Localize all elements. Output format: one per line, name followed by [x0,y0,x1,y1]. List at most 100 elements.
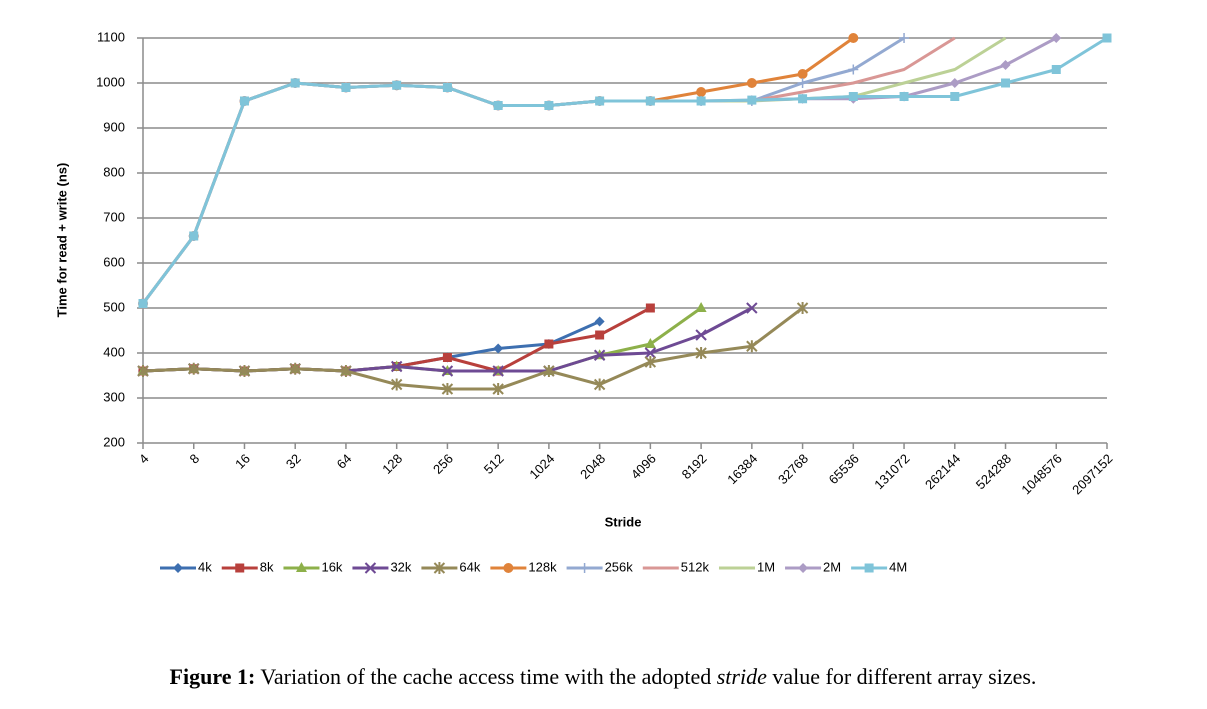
legend-label: 2M [823,559,841,574]
marker [290,78,300,88]
marker [695,329,707,341]
legend-label: 128k [528,559,557,574]
legend-label: 32k [390,559,411,574]
marker [695,347,707,359]
marker [1051,33,1062,43]
series-line [142,320,601,373]
y-tick-label: 1000 [96,74,125,89]
x-tick-label: 8 [187,451,203,467]
x-tick-label: 32768 [775,451,811,487]
legend-item: 256k [566,559,634,574]
x-tick-label: 32 [283,451,304,472]
marker [796,302,809,314]
marker [797,78,808,88]
x-tick-label: 16 [232,451,253,472]
x-tick-label: 65536 [826,451,862,487]
marker [238,365,251,377]
legend-label: 64k [459,559,480,574]
marker [848,33,859,43]
x-axis-title: Stride [605,514,642,529]
legend-label: 256k [605,559,634,574]
y-axis-title: Time for read + write (ns) [54,163,69,318]
marker [747,95,757,105]
marker [949,78,960,88]
marker [848,64,859,75]
marker [392,80,402,90]
marker [798,563,809,573]
legend-label: 512k [681,559,710,574]
marker [864,563,874,573]
marker [899,33,910,43]
marker [746,78,757,88]
legend-item: 64k [421,559,481,574]
legend-item: 512k [642,559,710,574]
marker [798,94,808,104]
legend-item: 32k [352,559,412,574]
x-tick-label: 512 [481,451,507,477]
caption-text: stride [717,664,767,689]
x-tick-label: 16384 [724,451,760,487]
marker [493,343,504,354]
legend-item: 8k [221,559,274,574]
legend-label: 4M [889,559,907,574]
marker [188,362,200,375]
legend-label: 16k [321,559,342,574]
marker [340,365,352,377]
legend-label: 4k [198,559,212,574]
marker [295,562,307,572]
marker [746,340,758,353]
marker [594,316,605,327]
y-tick-label: 400 [103,344,125,359]
marker [189,231,199,241]
marker [364,562,377,574]
marker [173,563,183,573]
marker [644,338,656,348]
caption-text: value for different array sizes. [767,664,1037,689]
legend-item: 4M [851,559,907,574]
marker [543,365,555,377]
x-tick-label: 8192 [679,451,710,482]
x-tick-label: 2048 [577,451,608,482]
marker [950,92,960,101]
series-line [141,36,1108,305]
marker [1051,65,1061,74]
marker [593,349,606,361]
marker [138,299,148,308]
x-tick-label: 2097152 [1069,451,1115,497]
marker [1001,78,1011,88]
marker [746,302,758,314]
marker [493,101,503,110]
y-tick-label: 500 [103,299,125,314]
marker [442,83,452,92]
marker [593,378,606,391]
marker [492,365,504,377]
marker [645,303,655,313]
marker [441,365,454,377]
y-tick-label: 900 [103,119,125,134]
marker [503,563,514,573]
y-tick-label: 800 [103,164,125,179]
marker [644,356,657,368]
legend-item: 1M [718,559,775,574]
y-tick-label: 200 [103,434,125,449]
x-tick-label: 4096 [628,451,659,482]
marker [390,360,403,373]
y-tick-label: 300 [103,389,125,404]
marker [695,302,707,312]
marker [644,347,657,359]
caption-label: Figure 1: [170,664,256,689]
x-tick-label: 262144 [922,451,963,492]
marker [848,92,858,101]
marker [544,339,554,349]
legend-label: 1M [757,559,775,574]
marker [442,353,452,362]
marker [289,362,301,375]
caption-text: Variation of the cache access time with … [260,664,716,689]
marker [137,365,149,377]
x-tick-label: 4 [136,451,152,467]
x-tick-label: 64 [334,451,355,472]
legend-item: 16k [283,559,343,574]
marker [696,96,706,106]
marker [544,101,554,110]
